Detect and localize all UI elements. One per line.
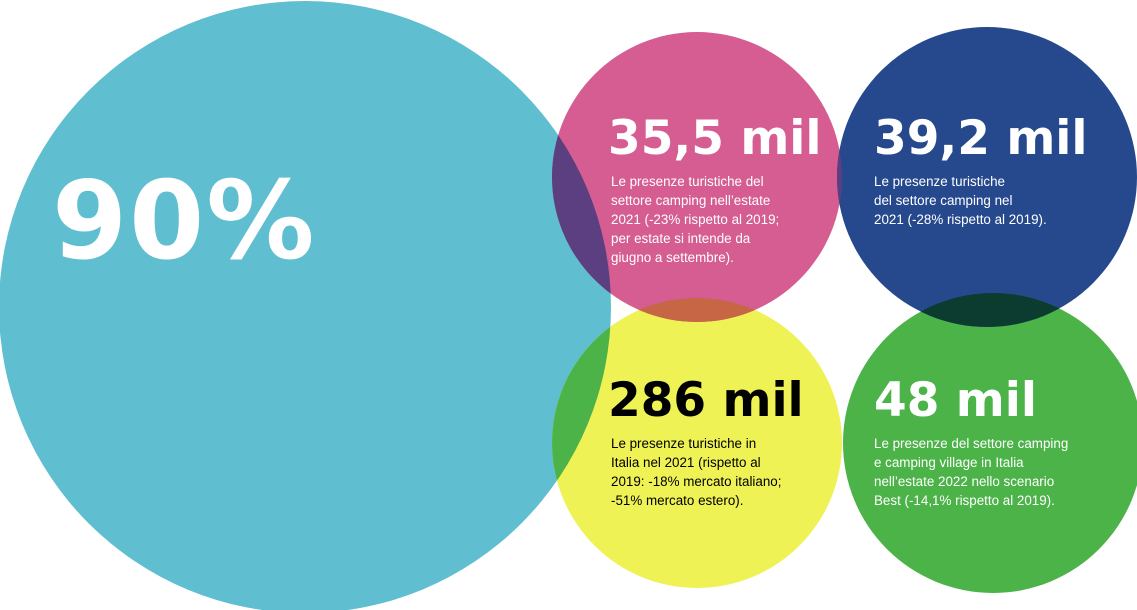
navy-bubble [837,27,1137,327]
italy-2021-value: 286 mil [608,373,804,428]
green-bubble [843,293,1137,593]
camping-summer-2021-description: Le presenze turistiche del settore campi… [611,174,780,265]
yellow-bubble [552,298,842,588]
pink-bubble [552,32,842,322]
teal-bubble [0,1,611,610]
camping-summer-2022-value: 48 mil [874,373,1037,428]
camping-summer-2022-description: Le presenze del settore camping e campin… [874,436,1069,508]
foreign-presence-increase-value: 90% [52,159,317,284]
camping-2021-description: Le presenze turistiche del settore campi… [874,174,1047,227]
camping-summer-2021-value: 35,5 mil [608,111,822,166]
italy-2021-description: Le presenze turistiche in Italia nel 202… [611,436,782,508]
camping-2021-value: 39,2 mil [874,111,1088,166]
